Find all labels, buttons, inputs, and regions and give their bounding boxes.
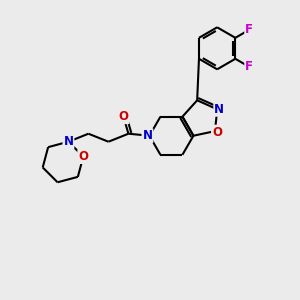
Text: O: O bbox=[118, 110, 128, 123]
Text: O: O bbox=[78, 150, 88, 163]
Text: N: N bbox=[142, 129, 152, 142]
Text: O: O bbox=[212, 126, 222, 139]
Text: F: F bbox=[245, 23, 253, 36]
Text: N: N bbox=[63, 135, 74, 148]
Text: N: N bbox=[214, 103, 224, 116]
Text: F: F bbox=[245, 60, 253, 73]
